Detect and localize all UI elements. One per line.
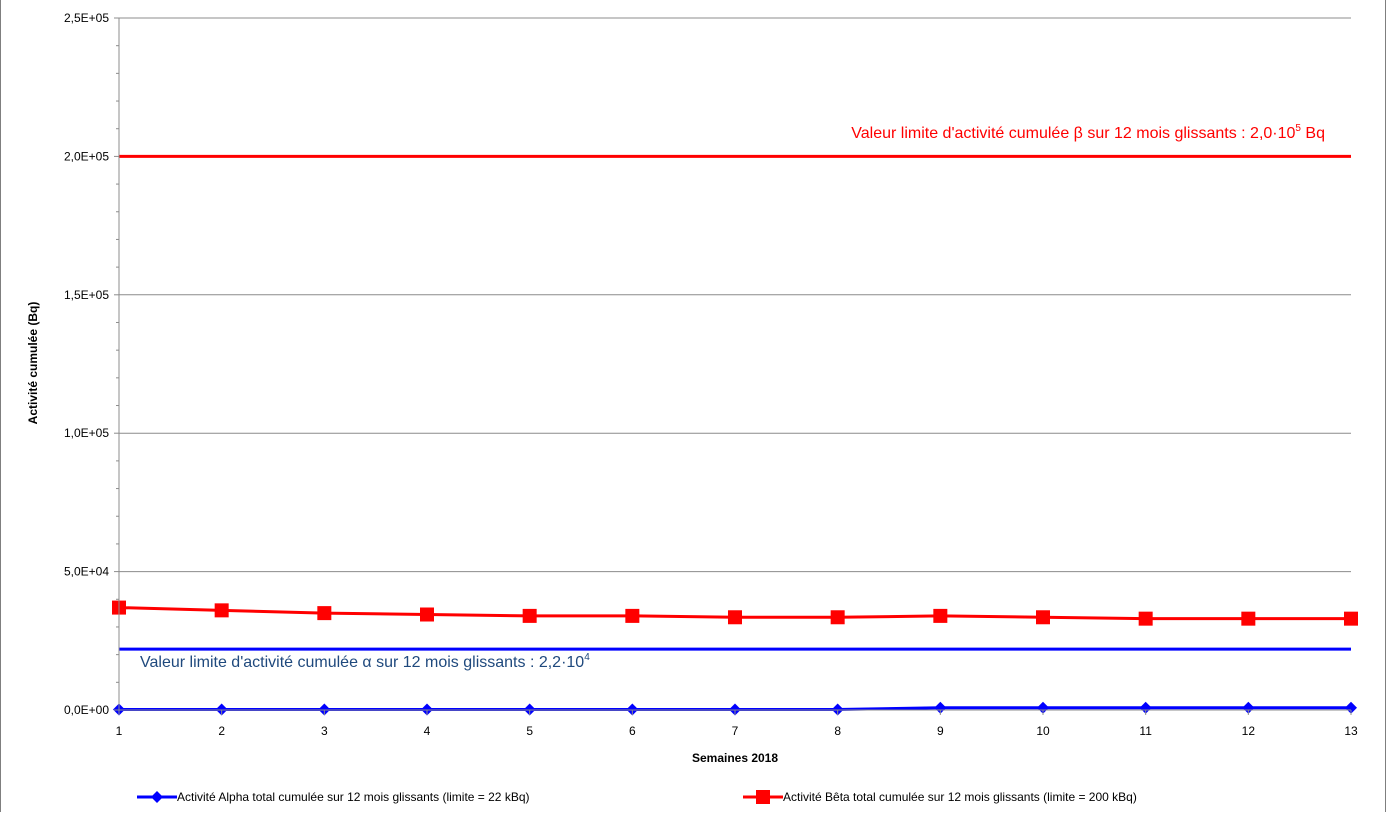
- data-point-beta: [1241, 611, 1256, 626]
- x-tick-label: 5: [526, 724, 533, 738]
- series-2: [112, 600, 1358, 626]
- data-point-alpha: [1037, 701, 1049, 714]
- axes: [114, 17, 1352, 715]
- data-point-alpha: [729, 703, 741, 716]
- limit-label-exponent: 5: [1295, 123, 1301, 134]
- data-point-beta: [625, 608, 640, 623]
- y-tick-label: 5,0E+04: [64, 565, 109, 579]
- limit-lines: [119, 154, 1351, 651]
- x-tick-label: 1: [116, 724, 123, 738]
- data-point-alpha: [831, 703, 844, 716]
- legend-entry: Activité Bêta total cumulée sur 12 mois …: [743, 790, 1137, 804]
- y-axis-title: Activité cumulée (Bq): [26, 302, 40, 425]
- limit-label: Valeur limite d'activité cumulée α sur 1…: [140, 652, 590, 671]
- data-point-beta: [728, 610, 742, 625]
- legend-label: Activité Alpha total cumulée sur 12 mois…: [177, 790, 530, 804]
- data-point-alpha: [626, 703, 639, 716]
- x-tick-label: 2: [218, 724, 225, 738]
- data-point-alpha: [318, 703, 331, 716]
- data-point-alpha: [1139, 701, 1152, 714]
- data-point-beta: [522, 608, 537, 623]
- y-tick-label: 2,0E+05: [64, 149, 109, 163]
- legend-marker: [756, 790, 770, 804]
- x-tick-label: 10: [1036, 724, 1050, 738]
- data-point-alpha: [523, 703, 536, 716]
- limit-label-text: Valeur limite d'activité cumulée β sur 1…: [851, 125, 1295, 142]
- legend-marker: [151, 791, 163, 803]
- legend-entry: Activité Alpha total cumulée sur 12 mois…: [137, 790, 530, 804]
- limit-label: Valeur limite d'activité cumulée β sur 1…: [851, 123, 1325, 142]
- limit-label-unit: Bq: [1301, 125, 1325, 142]
- limit-label-exponent: 4: [584, 652, 590, 663]
- legend-label: Activité Bêta total cumulée sur 12 mois …: [783, 790, 1137, 804]
- data-point-beta: [1138, 611, 1153, 626]
- data-point-alpha: [215, 703, 228, 716]
- data-point-beta: [214, 603, 229, 618]
- x-tick-label: 12: [1242, 724, 1256, 738]
- x-tick-label: 13: [1344, 724, 1358, 738]
- data-point-beta: [933, 608, 948, 623]
- y-tick-label: 1,0E+05: [64, 426, 109, 440]
- tick-labels: 0,0E+00 5,0E+04 1,0E+05 1,5E+05 2,0E+05 2,5E+…: [64, 11, 1358, 738]
- x-tick-label: 4: [424, 724, 431, 738]
- x-tick-label: 6: [629, 724, 636, 738]
- x-tick-label: 11: [1139, 724, 1152, 738]
- x-tick-label: 3: [321, 724, 328, 738]
- y-tick-label: 0,0E+00: [64, 703, 109, 717]
- data-point-beta: [420, 607, 434, 622]
- gridlines: [119, 17, 1351, 573]
- data-point-alpha: [1242, 701, 1255, 714]
- data-point-alpha: [421, 703, 433, 716]
- x-axis-title: Semaines 2018: [692, 751, 778, 765]
- x-tick-label: 9: [937, 724, 944, 738]
- y-tick-label: 1,5E+05: [64, 288, 109, 302]
- x-tick-label: 8: [834, 724, 841, 738]
- data-point-beta: [317, 606, 332, 621]
- data-point-beta: [1344, 611, 1358, 626]
- data-point-alpha: [934, 701, 947, 714]
- data-point-beta: [830, 610, 845, 625]
- y-tick-label: 2,5E+05: [64, 11, 109, 25]
- limit-label-text: Valeur limite d'activité cumulée α sur 1…: [140, 654, 584, 671]
- x-tick-label: 7: [732, 724, 739, 738]
- annotations: Valeur limite d'activité cumulée β sur 1…: [140, 123, 1325, 671]
- data-point-beta: [1036, 610, 1050, 625]
- series-1: [113, 701, 1357, 716]
- legend: Activité Alpha total cumulée sur 12 mois…: [137, 790, 1137, 804]
- data-point-alpha: [1345, 701, 1357, 714]
- series-group: [112, 600, 1358, 716]
